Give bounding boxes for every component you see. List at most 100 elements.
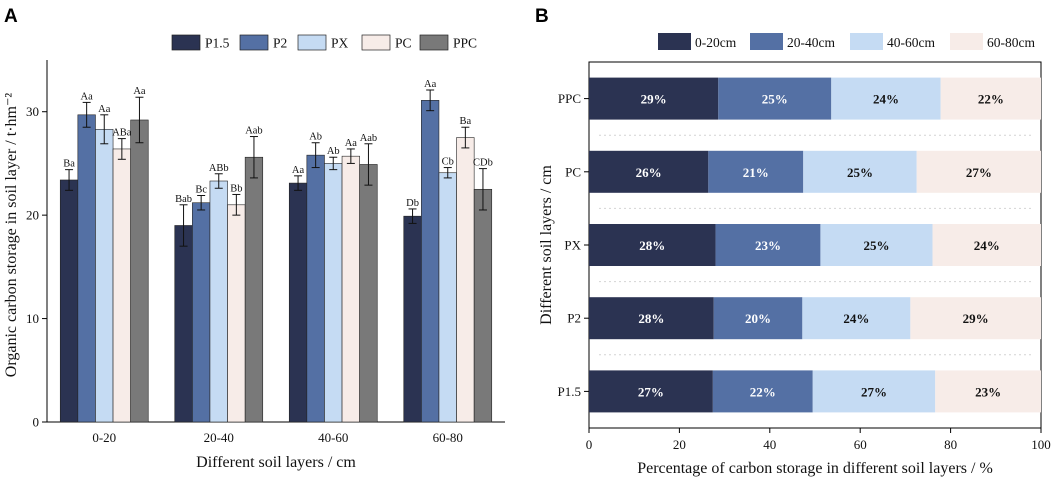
segment-label: 26%	[636, 165, 662, 180]
significance-label: Aa	[345, 138, 358, 149]
bar-p2-40-60	[306, 154, 325, 423]
segment-60-80cm-px	[932, 224, 1041, 266]
bar-pc-40-60	[341, 155, 360, 423]
segment-label: 27%	[638, 384, 664, 399]
significance-label: Db	[406, 198, 419, 209]
panel-a-letter: A	[4, 6, 18, 27]
legend-label: PX	[331, 36, 349, 51]
x-axis-title: Different soil layers / cm	[196, 454, 356, 471]
legend-label: P1.5	[205, 36, 230, 51]
x-tick-label: 60	[854, 437, 867, 452]
bar-pc-0-20	[112, 148, 131, 423]
significance-label: Ab	[327, 146, 340, 157]
significance-label: CDb	[473, 158, 493, 169]
legend-label: P2	[273, 36, 287, 51]
bar-px-60-80	[438, 172, 457, 423]
x-tick-label: 100	[1031, 437, 1051, 452]
segment-label: 29%	[641, 92, 667, 107]
y-tick-label: PC	[565, 164, 581, 179]
legend-item-0-20cm: 0-20cm	[658, 33, 737, 50]
y-tick-label: P2	[567, 311, 581, 326]
bar-ppc-20-40	[244, 156, 264, 423]
segment-label: 24%	[873, 92, 899, 107]
significance-label: Bc	[195, 184, 207, 195]
segment-40-60cm-p1-5	[812, 370, 936, 413]
significance-label: Aab	[360, 133, 378, 144]
x-tick-label: 60-80	[433, 430, 463, 445]
legend-item-60-80cm: 60-80cm	[950, 33, 1035, 50]
significance-label: Aa	[81, 91, 94, 102]
significance-label: ABb	[209, 163, 229, 174]
legend-label: PC	[395, 36, 412, 51]
segment-label: 25%	[762, 92, 788, 107]
segment-label: 22%	[978, 92, 1004, 107]
x-tick-label: 80	[944, 437, 957, 452]
legend-swatch	[171, 34, 201, 51]
legend-swatch	[750, 33, 783, 50]
x-tick-label: 40	[763, 437, 776, 452]
significance-label: Bab	[175, 194, 192, 205]
x-tick-label: 40-60	[318, 430, 348, 445]
segment-label: 24%	[843, 311, 869, 326]
y-tick-label: 30	[26, 104, 39, 119]
bar-px-20-40	[209, 180, 228, 423]
segment-label: 25%	[863, 238, 889, 253]
legend-label: PPC	[453, 36, 477, 51]
segment-20-40cm-pc	[708, 150, 804, 193]
segment-label: 23%	[755, 238, 781, 253]
segment-60-80cm-p2	[910, 297, 1041, 340]
bar-px-40-60	[324, 163, 343, 423]
segment-0-20cm-px	[589, 224, 716, 266]
legend-swatch	[658, 33, 691, 50]
significance-label: Aa	[292, 165, 305, 176]
segment-20-40cm-ppc	[718, 77, 832, 120]
segment-60-80cm-ppc	[940, 77, 1041, 120]
y-tick-label: 0	[33, 415, 40, 430]
bar-p1-5-60-80	[403, 215, 422, 423]
legend-swatch	[361, 34, 391, 51]
y-tick-label: PX	[564, 238, 581, 253]
panel-b-letter: B	[535, 6, 549, 27]
segment-60-80cm-p1-5	[935, 370, 1041, 413]
significance-label: Ba	[460, 116, 472, 127]
segment-40-60cm-p2	[802, 297, 911, 340]
significance-label: Aa	[133, 86, 146, 97]
segment-0-20cm-ppc	[589, 77, 719, 120]
y-axis-title: Organic carbon storage in soil layer / t…	[3, 93, 20, 378]
y-tick-label: 20	[26, 208, 39, 223]
legend-label: 0-20cm	[695, 35, 737, 50]
legend-item-p2: P2	[239, 34, 287, 51]
y-axis-title: Different soil layers / cm	[538, 165, 555, 325]
x-tick-label: 20	[673, 437, 686, 452]
segment-20-40cm-p1-5	[712, 370, 813, 413]
legend-label: 40-60cm	[887, 35, 935, 50]
significance-label: Aab	[245, 126, 263, 137]
legend-swatch	[419, 34, 449, 51]
x-tick-label: 0	[586, 437, 593, 452]
significance-label: Ba	[63, 159, 75, 170]
legend-swatch	[950, 33, 983, 50]
segment-label: 21%	[743, 165, 769, 180]
bar-ppc-60-80	[473, 188, 493, 423]
legend-swatch	[297, 34, 327, 51]
legend-label: 60-80cm	[987, 35, 1035, 50]
bar-ppc-0-20	[130, 119, 149, 423]
y-tick-label: P1.5	[558, 384, 581, 399]
significance-label: Aa	[424, 79, 437, 90]
segment-label: 25%	[847, 165, 873, 180]
segment-label: 27%	[861, 384, 887, 399]
legend-item-px: PX	[297, 34, 349, 51]
legend-label: 20-40cm	[787, 35, 835, 50]
segment-40-60cm-px	[820, 224, 933, 266]
segment-label: 28%	[638, 311, 664, 326]
segment-label: 28%	[639, 238, 665, 253]
segment-label: 29%	[963, 311, 989, 326]
bar-px-0-20	[95, 128, 114, 423]
segment-40-60cm-ppc	[831, 77, 941, 120]
segment-20-40cm-px	[715, 224, 821, 266]
segment-0-20cm-p2	[589, 297, 714, 340]
bar-p1-5-0-20	[59, 179, 79, 423]
legend-item-p1-5: P1.5	[171, 34, 230, 51]
legend-swatch	[850, 33, 883, 50]
significance-label: Cb	[442, 157, 454, 168]
